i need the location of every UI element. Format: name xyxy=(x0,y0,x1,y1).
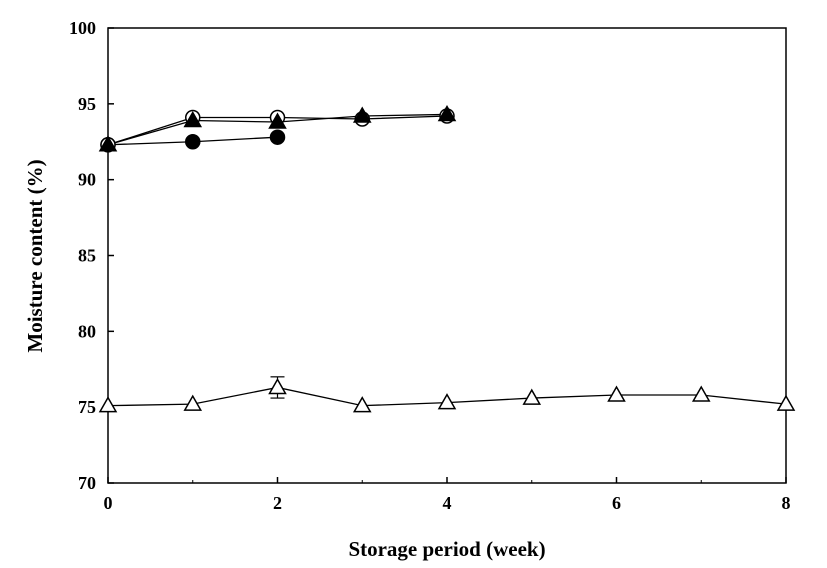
plot-frame xyxy=(107,27,787,484)
data-point xyxy=(183,394,203,411)
data-point xyxy=(98,396,118,413)
x-axis-title: Storage period (week) xyxy=(348,537,545,561)
data-point xyxy=(776,394,796,411)
x-tick-label: 8 xyxy=(782,493,791,513)
data-point xyxy=(352,106,372,123)
axis-ticks: 0 2 4 6 8 70 75 80 85 90 95 100 xyxy=(69,18,791,513)
series-0-markers xyxy=(100,129,286,153)
y-tick-label: 85 xyxy=(78,246,96,266)
data-point xyxy=(522,388,542,405)
data-point xyxy=(268,112,287,129)
series-2-markers xyxy=(98,104,457,152)
x-tick-label: 0 xyxy=(104,493,113,513)
data-point xyxy=(607,385,626,402)
series-3-markers xyxy=(98,377,796,413)
data-point xyxy=(437,393,457,410)
data-point xyxy=(437,104,457,122)
x-tick-label: 4 xyxy=(443,493,452,513)
data-point xyxy=(352,396,372,413)
y-tick-label: 100 xyxy=(69,18,96,38)
data-point xyxy=(269,129,286,145)
y-tick-label: 70 xyxy=(78,473,96,493)
series-layer xyxy=(98,104,796,413)
y-tick-label: 90 xyxy=(78,170,96,190)
x-tick-label: 6 xyxy=(612,493,621,513)
data-point xyxy=(691,385,711,402)
y-tick-label: 80 xyxy=(78,321,96,341)
x-tick-label: 2 xyxy=(273,493,282,513)
y-axis-title: Moisture content (%) xyxy=(23,159,47,352)
data-point xyxy=(268,377,287,395)
y-tick-label: 95 xyxy=(78,94,96,114)
data-point xyxy=(98,135,118,152)
data-point xyxy=(185,134,201,150)
data-point xyxy=(183,111,203,128)
y-tick-label: 75 xyxy=(78,397,96,417)
